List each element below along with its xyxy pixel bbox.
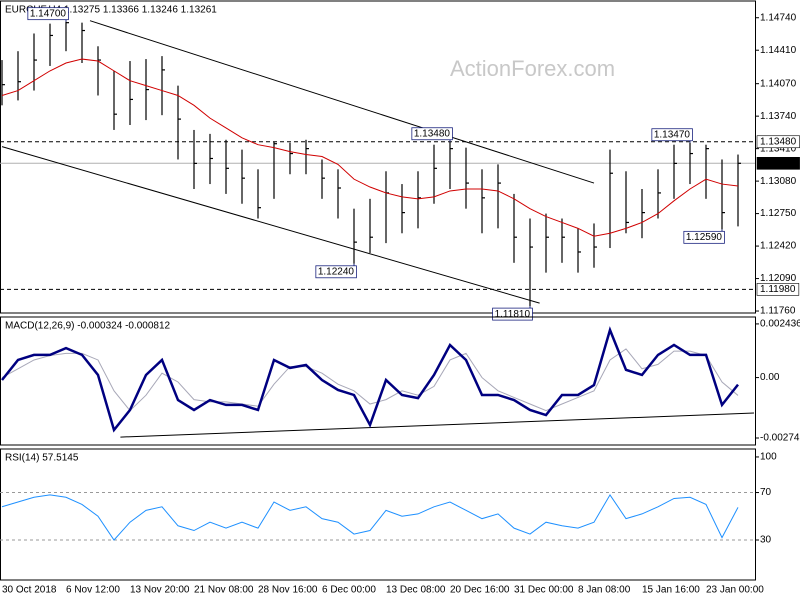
- axis-price-label: 1.11980: [760, 284, 796, 295]
- y-tick-label: 0.002436: [760, 319, 800, 330]
- annotation-label: 1.12240: [318, 266, 355, 277]
- y-tick-label: 1.13740: [760, 111, 797, 122]
- x-tick-label: 28 Nov 16:00: [258, 585, 318, 596]
- y-tick-label: 70: [760, 487, 772, 498]
- annotation-box: [315, 265, 357, 279]
- x-tick-label: 13 Dec 08:00: [386, 585, 446, 596]
- x-tick-label: 13 Nov 20:00: [130, 585, 190, 596]
- axis-price-label: 1.13261: [760, 158, 797, 169]
- y-tick-label: 1.12750: [760, 208, 797, 219]
- panel-title: RSI(14) 57.5145: [5, 453, 79, 464]
- y-tick-label: 30: [760, 535, 772, 546]
- x-tick-label: 6 Nov 12:00: [66, 585, 120, 596]
- x-tick-label: 20 Dec 16:00: [450, 585, 510, 596]
- y-tick-label: 1.14740: [760, 12, 797, 23]
- y-tick-label: 1.12090: [760, 273, 797, 284]
- panel-title: MACD(12,26,9) -0.000324 -0.000812: [5, 321, 171, 332]
- annotation-label: 1.13480: [414, 128, 451, 139]
- trendline: [120, 412, 755, 438]
- axis-price-box: [756, 283, 800, 296]
- annotation-box: [411, 127, 453, 141]
- annotation-box: [27, 7, 69, 21]
- signal-line: [1, 348, 739, 412]
- y-tick-label: 1.11760: [760, 306, 796, 317]
- panel-frame: [0, 448, 756, 581]
- panel-frame: [0, 0, 756, 314]
- panel-title: EURCHF,H4 1.13275 1.13366 1.13246 1.1326…: [5, 5, 217, 16]
- y-tick-label: 1.13410: [760, 143, 797, 154]
- y-tick-label: 0.00: [760, 372, 780, 383]
- panel-frame: [0, 316, 756, 446]
- annotation-label: 1.14700: [30, 8, 67, 19]
- y-tick-label: 1.14410: [760, 45, 797, 56]
- x-tick-label: 23 Jan 00:00: [706, 585, 764, 596]
- annotation-label: 1.12590: [686, 232, 723, 243]
- annotation-label: 1.11810: [495, 309, 531, 320]
- macd-line: [1, 326, 739, 433]
- y-tick-label: 1.14070: [760, 78, 797, 89]
- x-tick-label: 8 Jan 08:00: [578, 585, 631, 596]
- rsi-line: [1, 493, 739, 541]
- annotation-box: [651, 128, 693, 142]
- watermark: ActionForex.com: [450, 56, 615, 81]
- x-tick-label: 6 Dec 00:00: [322, 585, 376, 596]
- axis-price-label: 1.13480: [760, 136, 797, 147]
- moving-average: [1, 58, 739, 237]
- trendline: [1, 146, 540, 304]
- y-tick-label: 1.12420: [760, 241, 797, 252]
- y-tick-label: 1.13080: [760, 176, 797, 187]
- x-tick-label: 21 Nov 08:00: [194, 585, 254, 596]
- annotation-box: [683, 230, 725, 244]
- x-tick-label: 30 Oct 2018: [2, 585, 57, 596]
- x-tick-label: 15 Jan 16:00: [642, 585, 700, 596]
- trendline: [89, 20, 595, 184]
- y-tick-label: -0.002742: [760, 433, 800, 444]
- x-tick-label: 31 Dec 00:00: [514, 585, 574, 596]
- annotation-label: 1.13470: [654, 129, 691, 140]
- y-tick-label: 100: [760, 452, 777, 463]
